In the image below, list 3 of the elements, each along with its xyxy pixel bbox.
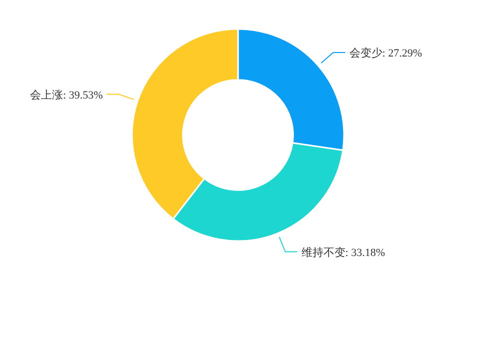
slice-label: 维持不变: 33.18% [301,246,385,259]
slice-label: 会上涨: 39.53% [30,88,103,102]
slice-label: 会变少: 27.29% [349,46,422,60]
